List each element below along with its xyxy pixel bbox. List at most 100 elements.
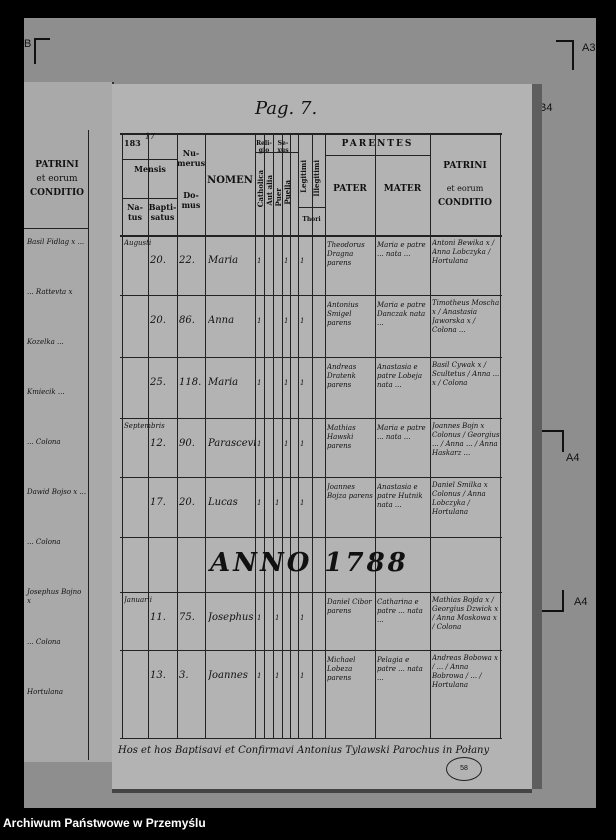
legitimi-cell: 1 (300, 440, 305, 448)
marker-a4: A4 (574, 596, 588, 608)
patrini-cell: Daniel Smilka x Colonus / Anna Lobczyka … (432, 481, 488, 516)
register-page (112, 84, 532, 789)
house-number-cell: 75. (179, 612, 195, 623)
catholica-cell: 1 (257, 499, 262, 507)
table-rule (177, 133, 178, 738)
marker-a3: A3 (582, 42, 596, 54)
puella-cell: 1 (284, 440, 289, 448)
table-rule (120, 133, 502, 135)
left-fragment-entry: Hortulana (27, 688, 64, 696)
pater-cell: Daniel Cibor parens (327, 598, 372, 615)
puella-cell: 1 (284, 257, 289, 265)
table-rule (375, 133, 376, 738)
catholica-cell: 1 (257, 379, 262, 387)
month-cell (124, 481, 176, 493)
mater-cell: Anastasia e patre Lobeja nata ... (377, 363, 423, 389)
month-cell (124, 299, 176, 311)
table-rule (205, 133, 206, 738)
name-cell: Maria (208, 377, 239, 388)
name-cell: Maria (208, 255, 239, 266)
name-cell: Josephus (208, 612, 254, 623)
legitimi-cell: 1 (300, 317, 305, 325)
left-fragment-entry: Kozelka ... (27, 338, 64, 346)
baptism-day-cell: 20. (150, 315, 166, 326)
catholica-cell: 1 (257, 317, 262, 325)
header-year_fix: 17 (144, 132, 156, 141)
name-cell: Lucas (208, 497, 238, 508)
left-fragment-entry: Josephus Bojno x (27, 588, 82, 605)
legitimi-cell: 1 (300, 614, 305, 622)
baptism-day-cell: 17. (150, 497, 166, 508)
header-sexus: Se-xus (277, 140, 289, 154)
baptism-day-cell: 20. (150, 255, 166, 266)
month-cell: Septembris (124, 422, 165, 430)
left-fragment-entry: Basil Fidlag x ... (27, 238, 85, 246)
left-fragment-entry: ... Rattevta x (27, 288, 73, 296)
crop-mark (540, 590, 564, 612)
patrini-cell: Basil Cywak x / Scultetus / Anna ... x /… (432, 361, 500, 387)
divider (24, 228, 88, 229)
header-illegitimi: Illegitimi (312, 160, 321, 197)
header-natus: Na-tus (127, 202, 143, 222)
baptism-day-cell: 13. (150, 670, 166, 681)
label: et eorum (36, 174, 78, 184)
puer-cell: 1 (275, 614, 280, 622)
puer-cell (275, 317, 283, 329)
catholica-cell: 1 (257, 440, 262, 448)
puer-cell (275, 257, 283, 269)
table-rule (120, 650, 502, 651)
pater-cell: Antonius Smigel parens (327, 301, 359, 327)
patrini-cell: Joannes Bojn x Colonus / Georgius ... / … (432, 422, 500, 457)
left-fragment-entry: ... Colona (27, 638, 61, 646)
header-year: 183 (124, 138, 141, 148)
patrini-cell: Andreas Bobowa x / ... / Anna Bobrowa / … (432, 654, 498, 689)
table-rule (298, 207, 325, 208)
crop-mark (540, 430, 564, 452)
table-rule (120, 235, 502, 237)
pater-cell: Joannes Bojza parens (327, 483, 373, 500)
mater-cell: Maria e patre ... nata ... (377, 424, 426, 441)
puella-cell: 1 (284, 317, 289, 325)
header-aut_alia: Aut alia (265, 175, 274, 206)
archive-caption: Archiwum Państwowe w Przemyślu (3, 816, 206, 830)
table-rule (148, 133, 149, 738)
month-cell (124, 654, 176, 666)
left-page-fragment (24, 82, 114, 762)
left-fragment-entry: Kmiecik ... (27, 388, 65, 396)
legitimi-cell: 1 (300, 499, 305, 507)
puer-cell (275, 379, 283, 391)
patrini-cell: Antoni Bewika x / Anna Lobczyka / Hortul… (432, 239, 495, 265)
name-cell: Joannes (208, 670, 248, 681)
month-cell (124, 361, 176, 373)
header-patrini: PATRINI (443, 161, 487, 171)
table-rule (273, 133, 274, 738)
table-rule (120, 592, 502, 593)
header-thori: Thori (302, 216, 321, 223)
table-rule (500, 133, 501, 738)
header-mater: MATER (383, 184, 422, 194)
baptism-day-cell: 11. (150, 612, 166, 623)
page-number: Pag. 7. (255, 98, 318, 119)
table-rule (122, 159, 177, 160)
legitimi-cell: 1 (300, 672, 305, 680)
label: PATRINI (35, 160, 79, 170)
house-number-cell: 3. (179, 670, 189, 681)
patrini-cell: Timotheus Moscha x / Anastasia Jaworska … (432, 299, 500, 334)
anno-heading: ANNO 1788 (210, 548, 409, 578)
crop-mark (34, 38, 50, 64)
label: CONDITIO (30, 188, 84, 198)
footer-note: Hos et hos Baptisavi et Confirmavi Anton… (118, 745, 490, 756)
table-rule (298, 133, 299, 738)
table-rule (122, 133, 123, 738)
pater-cell: Mathias Hawski parens (327, 424, 356, 450)
baptism-day-cell: 25. (150, 377, 166, 388)
puella-cell (284, 672, 292, 684)
table-rule (312, 133, 313, 738)
header-legitimi: Legitimi (299, 160, 308, 193)
month-cell: Januarii (124, 596, 152, 604)
house-number-cell: 86. (179, 315, 195, 326)
name-cell: Anna (208, 315, 235, 326)
mater-cell: Maria e patre Danczak nata ... (377, 301, 426, 327)
legitimi-cell: 1 (300, 257, 305, 265)
puer-cell: 1 (275, 499, 280, 507)
